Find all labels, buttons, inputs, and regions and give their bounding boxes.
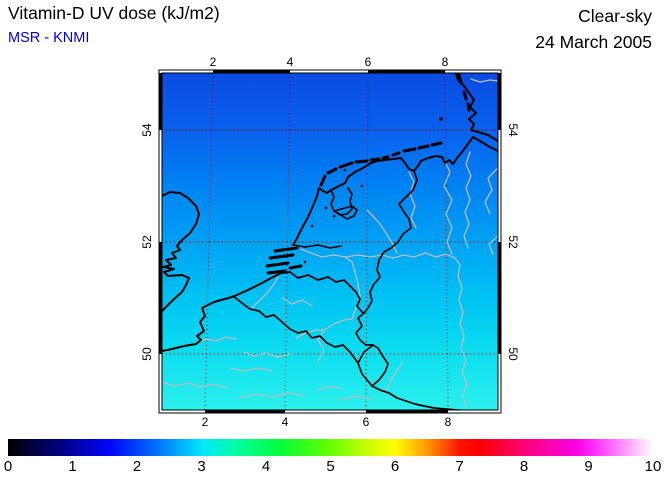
lon-tick-top: 6 — [365, 55, 372, 69]
lat-tick-left: 52 — [140, 235, 154, 249]
page-title: Vitamin-D UV dose (kJ/m2) — [8, 3, 220, 23]
colorbar-tick: 9 — [584, 458, 593, 475]
colorbar — [8, 439, 653, 456]
header-right: Clear-sky 24 March 2005 — [535, 3, 652, 55]
colorbar-tick: 8 — [519, 458, 529, 475]
graticule — [162, 73, 498, 410]
lat-tick-left: 50 — [140, 347, 154, 361]
lat-tick-right: 54 — [506, 123, 520, 137]
lon-tick-bottom: 6 — [363, 415, 370, 429]
lon-tick-top: 8 — [442, 55, 449, 69]
colorbar-tick: 0 — [3, 458, 13, 475]
rivers-and-minor-borders — [162, 78, 498, 409]
colorbar-tick: 2 — [132, 458, 142, 475]
colorbar-tick: 5 — [326, 458, 335, 475]
colorbar-tick: 6 — [390, 458, 400, 475]
lon-tick-bottom: 2 — [202, 415, 209, 429]
colorbar-tick: 10 — [644, 458, 662, 475]
lat-tick-left: 54 — [140, 123, 154, 137]
islands — [265, 73, 471, 275]
colorbar-tick: 7 — [455, 458, 464, 475]
lat-tick-right: 52 — [506, 235, 520, 249]
helgoland-island — [439, 117, 443, 121]
date-label: 24 March 2005 — [535, 32, 652, 52]
axis-labels: 2 4 6 8 2 4 6 8 54 52 50 54 52 50 — [140, 55, 520, 429]
colorbar-ticks: 0 1 2 3 4 5 6 7 8 9 10 — [4, 458, 662, 476]
map-frame — [158, 69, 502, 414]
product-label: MSR - KNMI — [8, 30, 90, 46]
colorbar-tick: 4 — [261, 458, 271, 475]
sky-condition-label: Clear-sky — [578, 6, 652, 26]
lon-tick-top: 2 — [210, 55, 217, 69]
lon-tick-bottom: 8 — [445, 415, 452, 429]
lon-tick-top: 4 — [287, 55, 294, 69]
colorbar-tick: 3 — [197, 458, 206, 475]
lat-tick-right: 50 — [506, 347, 520, 361]
uv-dose-map: 2 4 6 8 2 4 6 8 54 52 50 54 52 50 — [140, 55, 520, 429]
country-borders — [232, 170, 469, 410]
lon-tick-bottom: 4 — [282, 415, 289, 429]
coastlines — [162, 73, 498, 352]
colorbar-tick: 1 — [68, 458, 77, 475]
